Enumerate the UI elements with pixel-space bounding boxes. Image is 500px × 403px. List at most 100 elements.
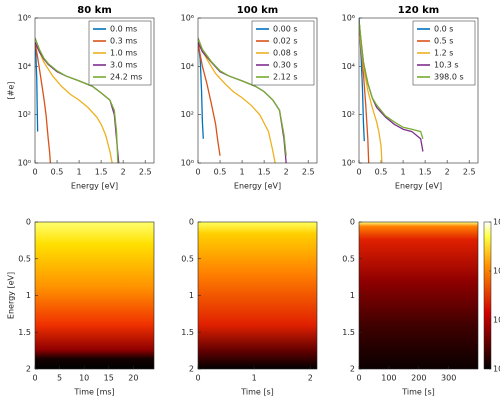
series-line	[35, 41, 113, 163]
series-line	[35, 42, 39, 132]
x-tick-label: 1	[77, 168, 82, 177]
x-tick-label: 2	[308, 374, 313, 383]
x-tick-label: 15	[104, 374, 114, 383]
colorbar	[483, 221, 492, 370]
x-tick-label: 0.5	[375, 168, 388, 177]
x-tick-label: 300	[441, 374, 456, 383]
colorbar-tick-label: 10⁴	[493, 267, 500, 276]
y-tick-label: 1.5	[18, 328, 31, 337]
x-tick-label: 2	[284, 168, 289, 177]
x-tick-label: 2.5	[463, 168, 476, 177]
x-axis-label: Time [s]	[401, 388, 435, 397]
y-tick-label: 10⁰	[181, 159, 194, 168]
axes-box	[197, 221, 318, 370]
x-tick-label: 0	[32, 168, 37, 177]
x-tick-label: 5	[57, 374, 62, 383]
legend-label: 0.3 ms	[110, 37, 137, 46]
series-line	[35, 42, 52, 163]
y-tick-label: 10⁰	[342, 159, 355, 168]
x-tick-label: 2	[445, 168, 450, 177]
x-tick-label: 1	[252, 374, 257, 383]
series-line	[198, 42, 221, 156]
y-tick-label: 10⁶	[342, 14, 355, 23]
series-line	[198, 37, 287, 156]
heatmap-image	[359, 222, 478, 369]
y-tick-label: 2	[350, 365, 355, 374]
y-tick-label: 0	[26, 218, 31, 227]
x-tick-label: 1.5	[419, 168, 432, 177]
y-tick-label: 1.5	[181, 328, 194, 337]
x-tick-label: 0	[356, 168, 361, 177]
x-tick-label: 1.5	[258, 168, 271, 177]
x-tick-label: 0	[356, 374, 361, 383]
x-tick-label: 0	[32, 374, 37, 383]
heatmap-image	[198, 222, 317, 369]
y-tick-label: 10⁶	[181, 14, 194, 23]
y-tick-label: 1	[350, 291, 355, 300]
series-line	[35, 37, 119, 163]
axes-box	[34, 17, 155, 164]
axes-box	[197, 17, 318, 164]
x-tick-label: 100	[381, 374, 396, 383]
series-line	[198, 41, 276, 163]
x-axis-label: Energy [eV]	[234, 182, 281, 191]
x-tick-label: 0.5	[214, 168, 227, 177]
x-tick-label: 1	[401, 168, 406, 177]
legend-label: 1.2 s	[434, 49, 453, 58]
y-tick-label: 0.5	[342, 254, 355, 263]
y-tick-label: 0	[350, 218, 355, 227]
x-axis-label: Time [s]	[240, 388, 274, 397]
y-tick-label: 10⁰	[18, 159, 31, 168]
x-tick-label: 0.5	[51, 168, 64, 177]
legend-label: 0.08 s	[273, 49, 298, 58]
y-tick-label: 0.5	[18, 254, 31, 263]
x-tick-label: 2	[121, 168, 126, 177]
x-tick-label: 2.5	[139, 168, 152, 177]
chart-title: 80 km	[77, 5, 111, 16]
legend-label: 0.0 s	[434, 25, 453, 34]
y-tick-label: 10²	[181, 110, 194, 119]
x-tick-label: 0	[195, 374, 200, 383]
legend-label: 1.0 ms	[110, 49, 137, 58]
x-axis-label: Energy [eV]	[71, 182, 118, 191]
y-tick-label: 0	[189, 218, 194, 227]
legend-label: 0.5 s	[434, 37, 453, 46]
y-tick-label: 2	[189, 365, 194, 374]
colorbar-tick-label: 10⁰	[493, 365, 500, 374]
legend-label: 0.0 ms	[110, 25, 137, 34]
axes-box	[358, 221, 479, 370]
x-axis-label: Time [ms]	[73, 388, 114, 397]
legend-label: 2.12 s	[273, 73, 298, 82]
legend-label: 0.02 s	[273, 37, 298, 46]
x-tick-label: 200	[411, 374, 426, 383]
y-tick-label: 0.5	[181, 254, 194, 263]
legend-label: 24.2 ms	[110, 73, 142, 82]
y-tick-label: 10²	[18, 110, 31, 119]
colorbar-tick-label: 10²	[493, 316, 500, 325]
axes-box	[34, 221, 155, 370]
x-tick-label: 1	[240, 168, 245, 177]
axes-box	[358, 17, 479, 164]
y-tick-label: 10²	[342, 110, 355, 119]
x-tick-label: 0	[195, 168, 200, 177]
y-tick-label: 10⁴	[18, 62, 31, 71]
legend-label: 398.0 s	[434, 73, 464, 82]
series-line	[359, 20, 424, 140]
x-tick-label: 10	[79, 374, 89, 383]
y-tick-label: 10⁴	[181, 62, 194, 71]
y-axis-label: Energy [eV]	[7, 272, 16, 319]
x-axis-label: Energy [eV]	[395, 182, 442, 191]
heatmap-image	[35, 222, 154, 369]
y-tick-label: 1.5	[342, 328, 355, 337]
legend-label: 3.0 ms	[110, 61, 137, 70]
legend-label: 10.3 s	[434, 61, 459, 70]
chart-title: 100 km	[237, 5, 278, 16]
y-tick-label: 10⁴	[342, 62, 355, 71]
y-tick-label: 10⁶	[18, 14, 31, 23]
x-tick-label: 1.5	[95, 168, 108, 177]
legend-label: 0.00 s	[273, 25, 298, 34]
y-axis-label: [#e]	[7, 82, 16, 100]
chart-title: 120 km	[398, 5, 439, 16]
y-tick-label: 1	[26, 291, 31, 300]
